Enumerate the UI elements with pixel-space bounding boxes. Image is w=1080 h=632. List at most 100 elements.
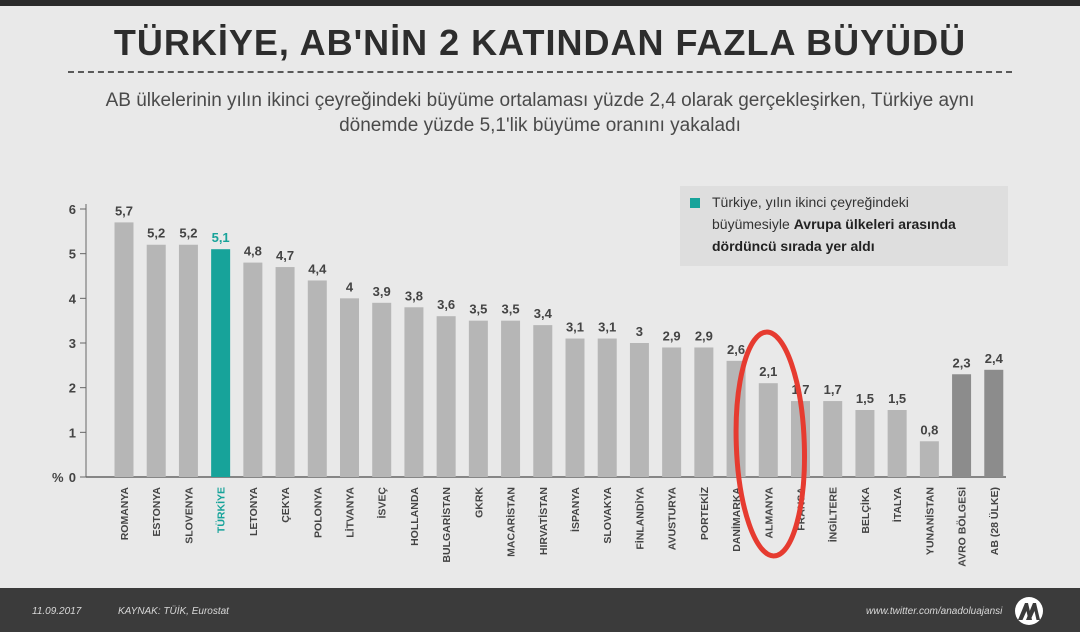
data-label: 1,7 xyxy=(824,382,842,397)
bar xyxy=(340,298,359,477)
category-label: BULGARİSTAN xyxy=(440,487,453,563)
data-label: 3,9 xyxy=(373,284,391,299)
data-label: 3,5 xyxy=(469,302,487,317)
category-label: AVUSTURYA xyxy=(667,487,679,551)
bar xyxy=(501,320,521,477)
bar xyxy=(404,307,424,477)
bar xyxy=(984,369,1004,477)
bar xyxy=(597,338,617,477)
category-label: ROMANYA xyxy=(119,487,131,541)
legend-swatch xyxy=(690,198,700,208)
category-label: İNGİLTERE xyxy=(827,487,840,542)
category-label: ESTONYA xyxy=(151,487,163,537)
subtitle: AB ülkelerinin yılın ikinci çeyreğindeki… xyxy=(105,90,975,136)
category-label: POLONYA xyxy=(312,487,324,538)
data-label: 1,5 xyxy=(888,391,906,406)
category-label: PORTEKİZ xyxy=(698,486,711,540)
data-label: 2,3 xyxy=(953,355,971,370)
data-label: 5,7 xyxy=(115,203,133,218)
y-tick-label: 5 xyxy=(69,247,76,262)
top-strip xyxy=(0,0,1080,6)
data-label: 4,4 xyxy=(308,261,327,276)
bar xyxy=(243,262,263,477)
legend-line-2-bold: Avrupa ülkeleri arasında xyxy=(793,216,956,232)
category-label: LİTVANYA xyxy=(344,487,357,538)
category-label: İSPANYA xyxy=(569,487,582,532)
bar xyxy=(565,338,585,477)
category-label: BELÇİKA xyxy=(859,487,872,534)
bar xyxy=(114,222,134,477)
anadolu-agency-logo-icon xyxy=(1015,597,1043,625)
category-label: DANİMARKA xyxy=(730,487,743,552)
bar xyxy=(275,267,295,477)
bar xyxy=(662,347,682,477)
title-divider xyxy=(68,71,1012,73)
bar xyxy=(307,280,327,477)
bar xyxy=(629,343,649,477)
category-label: MACARİSTAN xyxy=(505,487,518,557)
data-label: 5,2 xyxy=(179,226,197,241)
data-label: 3,8 xyxy=(405,288,423,303)
data-label: 1,5 xyxy=(856,391,874,406)
category-label: FİNLANDİYA xyxy=(633,487,646,550)
bar xyxy=(372,302,392,477)
y-axis-label: % xyxy=(52,470,64,485)
data-label: 5,1 xyxy=(212,230,230,245)
y-tick-label: 3 xyxy=(69,336,76,351)
y-tick-label: 2 xyxy=(69,381,76,396)
category-label: ALMANYA xyxy=(763,487,775,539)
data-label: 3,6 xyxy=(437,297,455,312)
footer-source: KAYNAK: TÜİK, Eurostat xyxy=(118,606,229,617)
page-title: TÜRKİYE, AB'NİN 2 KATINDAN FAZLA BÜYÜDÜ xyxy=(113,22,967,63)
bar xyxy=(758,383,778,477)
data-label: 3 xyxy=(636,324,643,339)
y-tick-label: 1 xyxy=(69,425,76,440)
category-label: AB (28 ÜLKE) xyxy=(988,487,1001,555)
category-label: ÇEKYA xyxy=(280,487,292,523)
bar xyxy=(211,249,231,477)
bar xyxy=(178,244,198,477)
category-label: HIRVATİSTAN xyxy=(537,487,550,555)
category-label: LETONYA xyxy=(248,487,260,536)
category-label: SLOVAKYA xyxy=(602,487,614,544)
bar xyxy=(146,244,166,477)
bar xyxy=(694,347,714,477)
data-label: 4,8 xyxy=(244,244,262,259)
bar xyxy=(436,316,456,477)
data-label: 3,1 xyxy=(598,320,616,335)
data-label: 5,2 xyxy=(147,226,165,241)
bar xyxy=(468,320,488,477)
data-label: 2,6 xyxy=(727,342,745,357)
legend-box: Türkiye, yılın ikinci çeyreğindeki büyüm… xyxy=(680,186,1008,266)
data-label: 2,9 xyxy=(695,328,713,343)
data-label: 2,4 xyxy=(985,351,1004,366)
bar xyxy=(919,441,939,477)
data-label: 2,9 xyxy=(663,328,681,343)
legend-text: Türkiye, yılın ikinci çeyreğindeki büyüm… xyxy=(712,191,1002,257)
footer: 11.09.2017 KAYNAK: TÜİK, Eurostat www.tw… xyxy=(0,588,1080,632)
data-label: 2,1 xyxy=(759,364,777,379)
bar xyxy=(952,374,972,477)
data-label: 4 xyxy=(346,279,354,294)
annotation-circle xyxy=(733,329,807,559)
y-tick-label: 6 xyxy=(69,202,76,217)
bar xyxy=(855,410,875,477)
data-label: 3,5 xyxy=(502,302,520,317)
y-tick-label: 4 xyxy=(69,291,77,306)
data-label: 3,1 xyxy=(566,320,584,335)
category-label: SLOVENYA xyxy=(183,487,195,544)
bar xyxy=(823,401,843,477)
category-label: AVRO BÖLGESİ xyxy=(956,487,969,567)
category-label: İSVEÇ xyxy=(376,487,389,519)
legend-line-1: Türkiye, yılın ikinci çeyreğindeki xyxy=(712,194,909,210)
category-label: GKRK xyxy=(473,487,485,518)
legend-line-3: dördüncü sırada yer aldı xyxy=(712,238,875,254)
data-label: 4,7 xyxy=(276,248,294,263)
data-label: 0,8 xyxy=(920,422,938,437)
footer-date: 11.09.2017 xyxy=(32,606,82,617)
category-label: TÜRKİYE xyxy=(215,487,228,533)
bar xyxy=(533,325,553,477)
footer-twitter-link[interactable]: www.twitter.com/anadoluajansi xyxy=(866,606,1003,617)
